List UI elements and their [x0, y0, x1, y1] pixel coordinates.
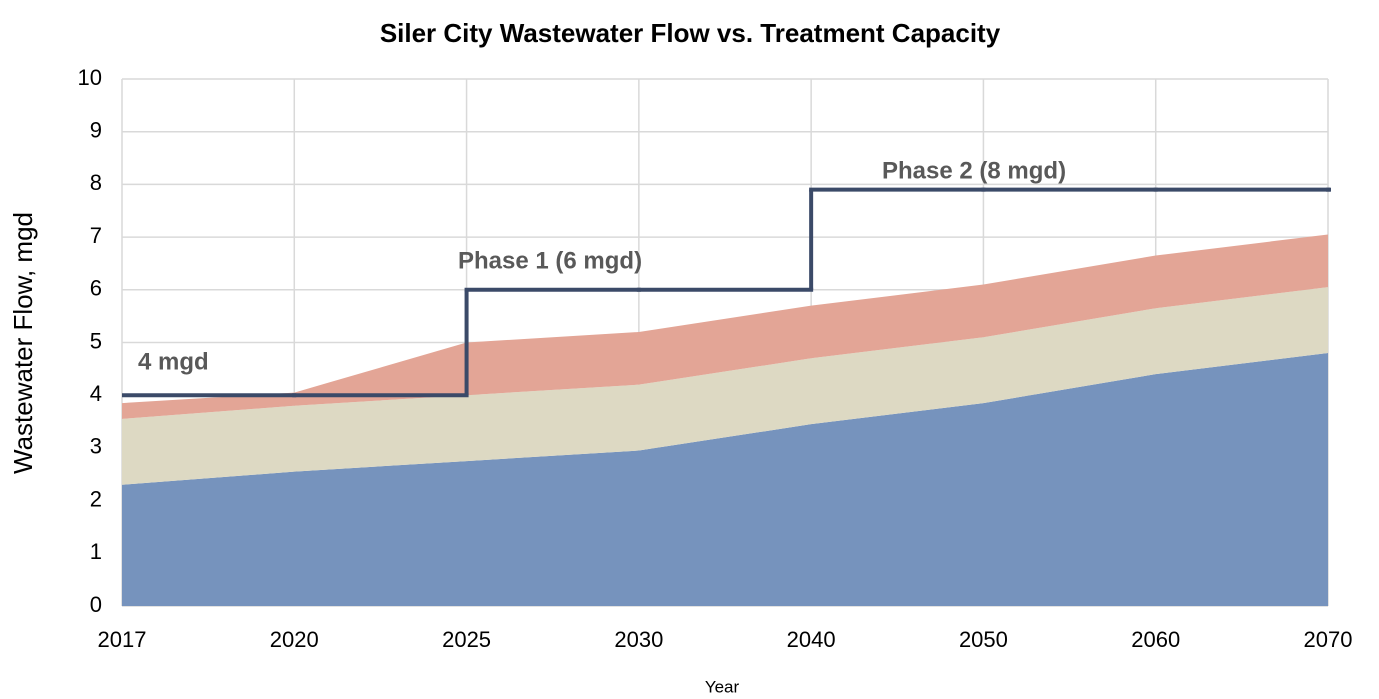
x-tick-label: 2060	[1131, 627, 1180, 652]
x-tick-label: 2017	[98, 627, 147, 652]
y-tick-label: 0	[90, 592, 102, 617]
annotation: Phase 1 (6 mgd)	[458, 247, 642, 274]
x-tick-label: 2030	[614, 627, 663, 652]
y-tick-label: 9	[90, 118, 102, 143]
y-tick-label: 4	[90, 381, 102, 406]
area	[122, 234, 1328, 419]
x-tick-label: 2020	[270, 627, 319, 652]
x-axis-label: Year	[705, 677, 740, 696]
y-tick-label: 3	[90, 434, 102, 459]
annotation: 4 mgd	[138, 348, 209, 375]
x-tick-label: 2070	[1304, 627, 1353, 652]
y-tick-label: 8	[90, 170, 102, 195]
area	[122, 287, 1328, 485]
y-tick-label: 1	[90, 539, 102, 564]
y-tick-label: 10	[78, 65, 102, 90]
areas	[122, 234, 1328, 606]
capacity-line	[122, 187, 1331, 398]
y-tick-label: 6	[90, 276, 102, 301]
x-tick-label: 2025	[442, 627, 491, 652]
y-tick-label: 2	[90, 486, 102, 511]
y-tick-label: 7	[90, 223, 102, 248]
x-tick-label: 2040	[787, 627, 836, 652]
annotation: Phase 2 (8 mgd)	[882, 157, 1066, 184]
x-tick-label: 2050	[959, 627, 1008, 652]
chart-title: Siler City Wastewater Flow vs. Treatment…	[380, 18, 1001, 48]
y-axis-label: Wastewater Flow, mgd	[8, 212, 38, 474]
area	[122, 353, 1328, 606]
y-tick-label: 5	[90, 328, 102, 353]
